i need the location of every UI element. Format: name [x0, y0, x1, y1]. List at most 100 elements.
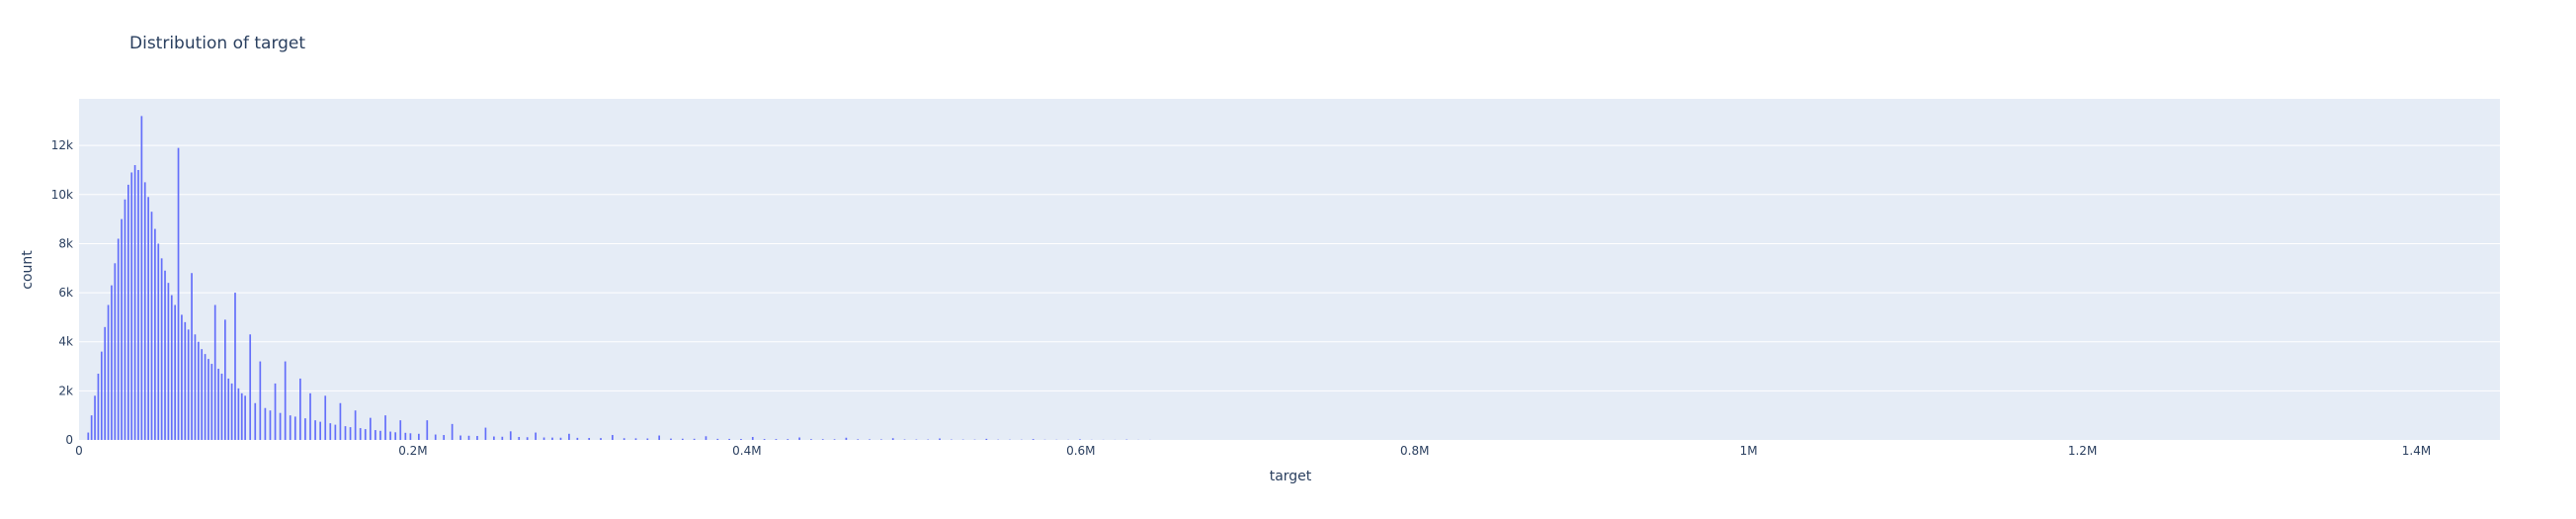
histogram-bar[interactable] — [97, 373, 100, 440]
histogram-bars[interactable] — [87, 116, 1151, 441]
histogram-bar[interactable] — [133, 165, 136, 440]
histogram-bar[interactable] — [174, 304, 176, 440]
histogram-bar[interactable] — [137, 169, 139, 440]
histogram-bar[interactable] — [143, 182, 146, 440]
histogram-bar[interactable] — [787, 439, 789, 440]
histogram-bar[interactable] — [705, 436, 707, 440]
histogram-bar[interactable] — [304, 418, 306, 440]
histogram-bar[interactable] — [509, 431, 512, 440]
histogram-bar[interactable] — [588, 438, 591, 440]
histogram-bar[interactable] — [374, 430, 376, 440]
histogram-bar[interactable] — [646, 438, 649, 440]
histogram-bar[interactable] — [181, 314, 183, 440]
histogram-bar[interactable] — [443, 435, 446, 440]
histogram-bar[interactable] — [394, 432, 397, 440]
histogram-bar[interactable] — [467, 435, 470, 440]
histogram-bar[interactable] — [309, 392, 311, 440]
histogram-bar[interactable] — [157, 243, 160, 440]
histogram-bar[interactable] — [213, 304, 216, 440]
histogram-bar[interactable] — [204, 354, 207, 440]
histogram-bar[interactable] — [279, 412, 282, 440]
histogram-bar[interactable] — [164, 270, 166, 440]
histogram-bar[interactable] — [459, 435, 461, 440]
histogram-bar[interactable] — [194, 334, 197, 440]
histogram-bar[interactable] — [568, 433, 570, 440]
histogram-bar[interactable] — [518, 437, 521, 440]
histogram-bar[interactable] — [314, 420, 316, 440]
histogram-bar[interactable] — [217, 369, 219, 440]
histogram-bar[interactable] — [1032, 439, 1035, 440]
histogram-bar[interactable] — [184, 321, 187, 440]
histogram-bar[interactable] — [90, 415, 93, 440]
histogram-bar[interactable] — [147, 197, 149, 440]
histogram-bar[interactable] — [612, 435, 614, 440]
histogram-bar[interactable] — [230, 383, 233, 440]
histogram-bar[interactable] — [693, 438, 696, 440]
histogram-bar[interactable] — [284, 361, 287, 440]
histogram-bar[interactable] — [87, 432, 90, 440]
histogram-bar[interactable] — [210, 364, 213, 440]
histogram-bar[interactable] — [191, 273, 193, 440]
histogram-bar[interactable] — [254, 402, 257, 440]
histogram-bar[interactable] — [100, 351, 103, 440]
histogram-bar[interactable] — [224, 319, 226, 440]
histogram-bar[interactable] — [501, 436, 504, 440]
histogram-bar[interactable] — [451, 423, 454, 440]
plot-area[interactable] — [79, 99, 2500, 440]
histogram-bar[interactable] — [869, 439, 871, 440]
histogram-bar[interactable] — [384, 415, 386, 440]
histogram-bar[interactable] — [681, 438, 684, 440]
histogram-bar[interactable] — [845, 437, 848, 440]
histogram-bar[interactable] — [798, 437, 800, 440]
histogram-bar[interactable] — [576, 437, 579, 440]
histogram-bar[interactable] — [418, 433, 420, 440]
histogram-bar[interactable] — [740, 439, 742, 440]
histogram-bar[interactable] — [359, 428, 362, 440]
histogram-bar[interactable] — [349, 427, 352, 440]
histogram-bar[interactable] — [728, 438, 730, 440]
histogram-bar[interactable] — [404, 432, 407, 440]
histogram-bar[interactable] — [167, 283, 170, 440]
histogram-bar[interactable] — [329, 423, 332, 440]
histogram-bar[interactable] — [249, 334, 252, 440]
histogram-bar[interactable] — [339, 402, 342, 440]
histogram-bar[interactable] — [114, 263, 117, 440]
histogram-bar[interactable] — [208, 359, 209, 440]
histogram-bar[interactable] — [160, 258, 163, 440]
histogram-bar[interactable] — [150, 212, 153, 440]
histogram-bar[interactable] — [670, 438, 672, 440]
histogram-bar[interactable] — [197, 341, 200, 440]
histogram-bar[interactable] — [939, 438, 941, 440]
histogram-bar[interactable] — [117, 238, 120, 440]
histogram-bar[interactable] — [127, 184, 129, 441]
histogram-bar[interactable] — [201, 349, 204, 440]
histogram-bar[interactable] — [775, 439, 778, 440]
histogram-bar[interactable] — [634, 438, 637, 440]
histogram-bar[interactable] — [434, 434, 437, 440]
histogram-bar[interactable] — [324, 395, 327, 440]
histogram-bar[interactable] — [833, 439, 836, 440]
histogram-bar[interactable] — [140, 116, 143, 441]
histogram-bar[interactable] — [234, 293, 236, 440]
histogram-bar[interactable] — [237, 388, 240, 440]
histogram-bar[interactable] — [364, 429, 367, 440]
histogram-bar[interactable] — [751, 437, 754, 440]
histogram-bar[interactable] — [107, 304, 110, 440]
histogram-bar[interactable] — [104, 326, 107, 440]
histogram-bar[interactable] — [880, 439, 882, 440]
histogram-bar[interactable] — [370, 417, 372, 440]
histogram-bar[interactable] — [985, 438, 988, 440]
histogram-bar[interactable] — [220, 373, 223, 440]
histogram-bar[interactable] — [121, 218, 123, 440]
histogram-bar[interactable] — [409, 433, 412, 440]
histogram-bar[interactable] — [658, 435, 660, 440]
histogram-bar[interactable] — [379, 430, 381, 440]
histogram-bar[interactable] — [274, 383, 277, 440]
histogram-bar[interactable] — [484, 427, 487, 440]
histogram-bar[interactable] — [319, 421, 321, 440]
histogram-bar[interactable] — [269, 410, 272, 440]
histogram-bar[interactable] — [810, 439, 812, 440]
histogram-bar[interactable] — [264, 407, 267, 440]
histogram-bar[interactable] — [426, 420, 429, 440]
histogram-bar[interactable] — [240, 392, 243, 440]
